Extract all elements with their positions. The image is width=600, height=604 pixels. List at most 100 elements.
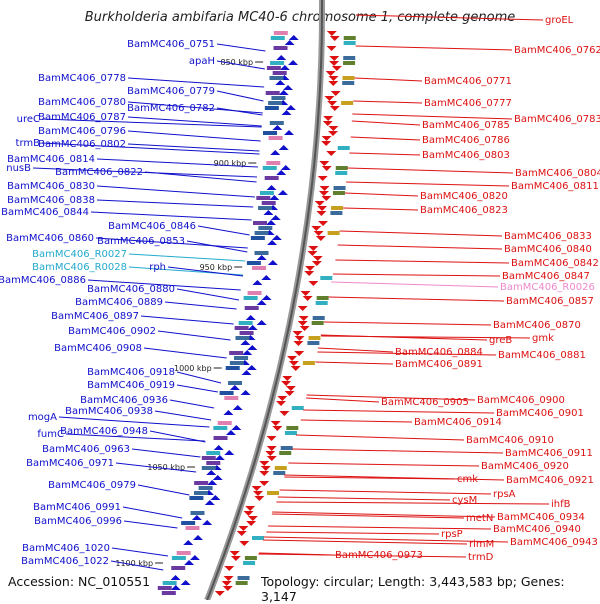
gene-label-right[interactable]: cysM bbox=[452, 495, 477, 506]
gene-label-left[interactable]: BamMC406_0918 bbox=[87, 367, 175, 378]
gene-label-right[interactable]: BamMC406_0840 bbox=[504, 244, 592, 255]
gene-label-right[interactable]: BamMC406_0847 bbox=[502, 271, 590, 282]
gene-label-left[interactable]: rph bbox=[149, 262, 166, 273]
gene-label-right[interactable]: BamMC406_0914 bbox=[414, 417, 502, 428]
gene-label-right[interactable]: BamMC406_0870 bbox=[493, 320, 581, 331]
gene-label-left[interactable]: BamMC406_0751 bbox=[127, 39, 215, 50]
callout-line-right bbox=[276, 501, 550, 505]
gene-label-right[interactable]: greB bbox=[489, 335, 512, 346]
gene-label-right[interactable]: BamMC406_0934 bbox=[497, 512, 585, 523]
gene-arrow-right bbox=[285, 386, 296, 391]
gene-arrow-left bbox=[184, 560, 195, 565]
gene-label-right[interactable]: BamMC406_0857 bbox=[506, 296, 594, 307]
gene-label-right[interactable]: rimM bbox=[469, 539, 494, 550]
feature-bar-right bbox=[273, 471, 286, 475]
gene-arrow-left bbox=[267, 240, 278, 245]
gene-label-left[interactable]: BamMC406_0936 bbox=[80, 395, 168, 406]
gene-label-right[interactable]: BamMC406_0803 bbox=[422, 150, 510, 161]
gene-label-left[interactable]: BamMC406_0780 bbox=[38, 97, 126, 108]
gene-label-left[interactable]: BamMC406_1022 bbox=[21, 556, 109, 567]
gene-arrow-right bbox=[254, 496, 265, 501]
gene-label-right[interactable]: BamMC406_0973 bbox=[335, 550, 423, 561]
gene-label-left[interactable]: BamMC406_0853 bbox=[97, 236, 185, 247]
gene-label-right[interactable]: BamMC406_0811 bbox=[511, 181, 599, 192]
gene-label-right[interactable]: BamMC406_0786 bbox=[422, 135, 510, 146]
gene-label-right[interactable]: BamMC406_0842 bbox=[511, 258, 599, 269]
gene-label-right[interactable]: BamMC406_0940 bbox=[493, 524, 581, 535]
gene-label-right[interactable]: BamMC406_0911 bbox=[505, 448, 593, 459]
gene-label-left[interactable]: BamMC406_0782 bbox=[127, 103, 215, 114]
gene-label-right[interactable]: rpsA bbox=[493, 489, 516, 500]
gene-label-left[interactable]: mogA bbox=[28, 412, 57, 423]
gene-label-left[interactable]: BamMC406_0814 bbox=[7, 154, 95, 165]
gene-label-left[interactable]: BamMC406_R0028 bbox=[32, 262, 127, 273]
gene-label-left[interactable]: trmB bbox=[16, 138, 41, 149]
gene-label-left[interactable]: BamMC406_0846 bbox=[108, 221, 196, 232]
gene-label-right[interactable]: trmD bbox=[468, 552, 494, 563]
gene-label-left[interactable]: nusB bbox=[6, 163, 31, 174]
gene-label-left[interactable]: BamMC406_0778 bbox=[38, 73, 126, 84]
gene-label-left[interactable]: BamMC406_0908 bbox=[54, 343, 142, 354]
gene-label-right[interactable]: BamMC406_0804 bbox=[515, 168, 600, 179]
gene-label-left[interactable]: BamMC406_0902 bbox=[68, 326, 156, 337]
gene-label-right[interactable]: BamMC406_0900 bbox=[477, 395, 565, 406]
gene-label-left[interactable]: BamMC406_0779 bbox=[127, 86, 215, 97]
gene-label-left[interactable]: BamMC406_0802 bbox=[38, 139, 126, 150]
gene-label-left[interactable]: BamMC406_0963 bbox=[42, 444, 130, 455]
gene-label-left[interactable]: BamMC406_0796 bbox=[38, 126, 126, 137]
callout-line-left bbox=[131, 448, 201, 458]
gene-label-right[interactable]: BamMC406_0823 bbox=[420, 205, 508, 216]
feature-bar-left bbox=[213, 436, 228, 440]
gene-label-left[interactable]: BamMC406_0996 bbox=[34, 516, 122, 527]
gene-label-left[interactable]: BamMC406_0838 bbox=[7, 195, 95, 206]
gene-label-right[interactable]: BamMC406_R0026 bbox=[500, 282, 595, 293]
gene-label-left[interactable]: BamMC406_0948 bbox=[60, 426, 148, 437]
gene-label-right[interactable]: BamMC406_0905 bbox=[381, 397, 469, 408]
gene-label-right[interactable]: BamMC406_0777 bbox=[424, 98, 512, 109]
gene-label-left[interactable]: BamMC406_0919 bbox=[87, 380, 175, 391]
gene-label-right[interactable]: BamMC406_0943 bbox=[510, 537, 598, 548]
gene-label-left[interactable]: BamMC406_0822 bbox=[55, 167, 143, 178]
gene-label-right[interactable]: BamMC406_0771 bbox=[424, 76, 512, 87]
gene-label-left[interactable]: ureC bbox=[17, 114, 40, 125]
gene-arrow-right bbox=[245, 506, 256, 511]
gene-label-right[interactable]: rpsP bbox=[441, 529, 463, 540]
gene-label-right[interactable]: BamMC406_0820 bbox=[420, 191, 508, 202]
gene-label-right[interactable]: groEL bbox=[545, 15, 574, 26]
gene-label-left[interactable]: BamMC406_0991 bbox=[33, 502, 121, 513]
gene-label-right[interactable]: BamMC406_0910 bbox=[466, 435, 554, 446]
callout-line-right bbox=[333, 273, 501, 277]
gene-label-right[interactable]: metN bbox=[466, 513, 493, 524]
gene-label-left[interactable]: BamMC406_0971 bbox=[26, 458, 114, 469]
gene-label-right[interactable]: gmk bbox=[532, 333, 554, 344]
gene-label-left[interactable]: fumC bbox=[37, 429, 64, 440]
gene-label-right[interactable]: BamMC406_0881 bbox=[498, 350, 586, 361]
gene-label-right[interactable]: BamMC406_0833 bbox=[504, 231, 592, 242]
gene-label-left[interactable]: apaH bbox=[189, 56, 215, 67]
gene-label-right[interactable]: cmk bbox=[457, 474, 478, 485]
gene-label-left[interactable]: BamMC406_0979 bbox=[48, 480, 136, 491]
gene-label-left[interactable]: BamMC406_R0027 bbox=[32, 249, 127, 260]
gene-label-left[interactable]: BamMC406_1020 bbox=[22, 543, 110, 554]
gene-label-left[interactable]: BamMC406_0938 bbox=[65, 406, 153, 417]
feature-bar-right bbox=[284, 431, 297, 435]
gene-label-right[interactable]: BamMC406_0901 bbox=[496, 408, 584, 419]
gene-label-left[interactable]: BamMC406_0897 bbox=[51, 311, 139, 322]
gene-label-right[interactable]: ihfB bbox=[551, 499, 571, 510]
gene-label-right[interactable]: BamMC406_0884 bbox=[395, 347, 483, 358]
gene-label-right[interactable]: BamMC406_0762 bbox=[514, 45, 600, 56]
gene-arrow-left bbox=[224, 450, 235, 455]
gene-label-right[interactable]: BamMC406_0921 bbox=[506, 475, 594, 486]
gene-label-right[interactable]: BamMC406_0783 bbox=[514, 114, 600, 125]
gene-label-right[interactable]: BamMC406_0785 bbox=[422, 120, 510, 131]
gene-label-left[interactable]: BamMC406_0787 bbox=[38, 112, 126, 123]
gene-label-left[interactable]: BamMC406_0880 bbox=[87, 284, 175, 295]
gene-label-left[interactable]: BamMC406_0830 bbox=[7, 181, 95, 192]
gene-label-left[interactable]: BamMC406_0889 bbox=[75, 297, 163, 308]
gene-label-right[interactable]: BamMC406_0920 bbox=[481, 461, 569, 472]
gene-label-left[interactable]: BamMC406_0886 bbox=[0, 275, 86, 286]
callout-line-right bbox=[295, 434, 465, 441]
gene-label-right[interactable]: BamMC406_0891 bbox=[395, 359, 483, 370]
gene-label-left[interactable]: BamMC406_0844 bbox=[1, 207, 89, 218]
gene-label-left[interactable]: BamMC406_0860 bbox=[6, 233, 94, 244]
